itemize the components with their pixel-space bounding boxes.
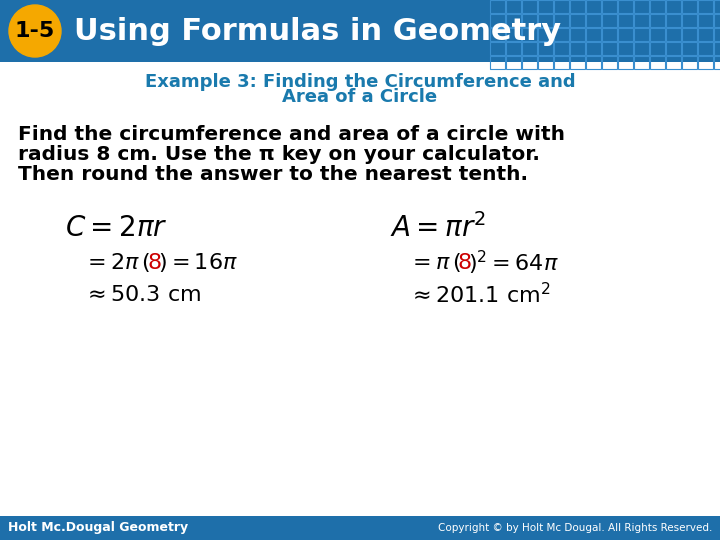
Bar: [506, 0, 521, 13]
Bar: [554, 42, 569, 55]
Text: $= 2\pi\,($: $= 2\pi\,($: [83, 252, 150, 274]
Bar: [666, 28, 681, 41]
Bar: [586, 28, 601, 41]
Bar: [714, 28, 720, 41]
Bar: [554, 28, 569, 41]
Bar: [698, 0, 713, 13]
Text: Then round the answer to the nearest tenth.: Then round the answer to the nearest ten…: [18, 165, 528, 185]
Text: Copyright © by Holt Mc Dougal. All Rights Reserved.: Copyright © by Holt Mc Dougal. All Right…: [438, 523, 712, 533]
Bar: [650, 14, 665, 27]
Text: $)^2 = 64\pi$: $)^2 = 64\pi$: [468, 249, 559, 277]
Bar: [522, 14, 537, 27]
Bar: [570, 14, 585, 27]
Bar: [650, 28, 665, 41]
Bar: [618, 42, 633, 55]
Bar: [506, 56, 521, 69]
Bar: [714, 0, 720, 13]
Text: $\approx 201.1\ \mathrm{cm}^2$: $\approx 201.1\ \mathrm{cm}^2$: [408, 282, 551, 308]
Bar: [586, 56, 601, 69]
Bar: [538, 14, 553, 27]
Bar: [538, 0, 553, 13]
Bar: [682, 0, 697, 13]
Text: Holt Mc.Dougal Geometry: Holt Mc.Dougal Geometry: [8, 522, 188, 535]
Bar: [666, 56, 681, 69]
Bar: [650, 42, 665, 55]
Bar: [634, 0, 649, 13]
Bar: [634, 14, 649, 27]
Text: 1-5: 1-5: [15, 21, 55, 41]
Bar: [490, 56, 505, 69]
Bar: [506, 28, 521, 41]
Bar: [714, 56, 720, 69]
Text: Area of a Circle: Area of a Circle: [282, 88, 438, 106]
Bar: [490, 0, 505, 13]
Bar: [602, 0, 617, 13]
Bar: [698, 56, 713, 69]
Text: $8$: $8$: [457, 253, 472, 273]
Bar: [634, 56, 649, 69]
Text: $= \pi\,($: $= \pi\,($: [408, 252, 462, 274]
Bar: [570, 42, 585, 55]
Text: $8$: $8$: [147, 253, 161, 273]
Text: $) = 16\pi$: $) = 16\pi$: [158, 252, 238, 274]
Bar: [602, 42, 617, 55]
Text: Using Formulas in Geometry: Using Formulas in Geometry: [74, 17, 561, 45]
Bar: [698, 14, 713, 27]
Circle shape: [9, 5, 61, 57]
Bar: [538, 56, 553, 69]
Bar: [586, 0, 601, 13]
Bar: [602, 14, 617, 27]
Bar: [554, 14, 569, 27]
Bar: [618, 28, 633, 41]
Text: $\approx 50.3\ \mathrm{cm}$: $\approx 50.3\ \mathrm{cm}$: [83, 285, 201, 305]
Bar: [570, 56, 585, 69]
Text: Find the circumference and area of a circle with: Find the circumference and area of a cir…: [18, 125, 565, 145]
Bar: [506, 14, 521, 27]
Bar: [522, 0, 537, 13]
Bar: [538, 42, 553, 55]
Bar: [618, 0, 633, 13]
Bar: [634, 42, 649, 55]
Text: $C = 2\pi r$: $C = 2\pi r$: [65, 214, 168, 242]
Bar: [490, 28, 505, 41]
Bar: [666, 0, 681, 13]
Bar: [586, 42, 601, 55]
Bar: [602, 56, 617, 69]
Bar: [522, 28, 537, 41]
Bar: [618, 56, 633, 69]
Text: $A = \pi r^2$: $A = \pi r^2$: [390, 213, 486, 243]
Bar: [666, 14, 681, 27]
Bar: [698, 42, 713, 55]
Bar: [554, 56, 569, 69]
Bar: [666, 42, 681, 55]
Bar: [650, 0, 665, 13]
Bar: [682, 14, 697, 27]
Bar: [682, 28, 697, 41]
Bar: [490, 42, 505, 55]
Bar: [490, 14, 505, 27]
Bar: [506, 42, 521, 55]
Bar: [522, 42, 537, 55]
Bar: [0, 0, 720, 62]
Bar: [714, 14, 720, 27]
Text: Example 3: Finding the Circumference and: Example 3: Finding the Circumference and: [145, 73, 575, 91]
Bar: [0, 516, 720, 540]
Bar: [538, 28, 553, 41]
Bar: [570, 0, 585, 13]
Bar: [618, 14, 633, 27]
Bar: [650, 56, 665, 69]
Bar: [570, 28, 585, 41]
Bar: [682, 56, 697, 69]
Bar: [682, 42, 697, 55]
Bar: [554, 0, 569, 13]
Bar: [586, 14, 601, 27]
Bar: [714, 42, 720, 55]
Bar: [602, 28, 617, 41]
Bar: [698, 28, 713, 41]
Bar: [634, 28, 649, 41]
Text: radius 8 cm. Use the π key on your calculator.: radius 8 cm. Use the π key on your calcu…: [18, 145, 540, 165]
Bar: [522, 56, 537, 69]
